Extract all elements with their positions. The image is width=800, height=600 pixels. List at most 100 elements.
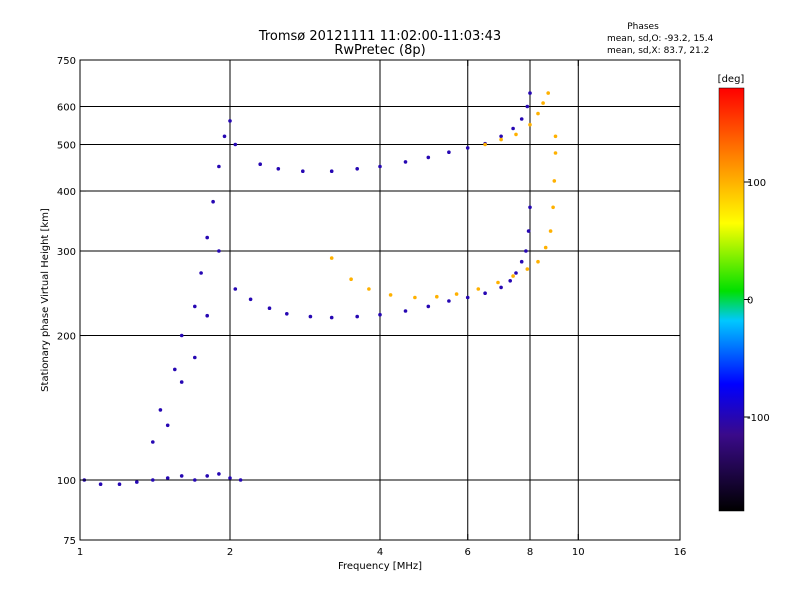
data-point: [205, 313, 209, 318]
data-point: [426, 155, 431, 160]
data-point: [199, 271, 203, 275]
colorbar-tick-label: -100: [747, 413, 770, 424]
data-point: [205, 474, 209, 478]
data-point: [454, 292, 459, 296]
x-tick-label: 10: [572, 547, 585, 558]
data-point: [524, 249, 528, 253]
data-point: [511, 126, 515, 131]
data-point: [514, 132, 518, 137]
data-point: [349, 277, 353, 282]
data-point: [525, 267, 530, 271]
data-point: [536, 111, 540, 116]
data-point: [217, 249, 221, 253]
data-point: [228, 476, 232, 480]
data-point: [117, 482, 122, 487]
y-axis-label: Stationary phase Virtual Height [km]: [40, 208, 51, 392]
data-point: [248, 297, 253, 302]
data-point: [165, 423, 170, 428]
data-point: [135, 480, 139, 484]
data-point: [528, 205, 532, 210]
data-point: [228, 119, 232, 123]
data-point: [173, 367, 177, 372]
data-point: [528, 122, 532, 127]
data-point: [308, 314, 313, 319]
data-point: [499, 134, 503, 139]
data-point: [238, 478, 243, 482]
data-point: [508, 279, 512, 283]
data-point: [413, 295, 417, 300]
grid: [80, 60, 680, 540]
x-tick-label: 1: [77, 547, 83, 558]
data-point: [193, 478, 197, 482]
data-point: [267, 306, 272, 311]
data-point: [165, 476, 170, 480]
data-point: [519, 259, 524, 264]
data-point: [378, 164, 382, 169]
data-point: [233, 142, 238, 147]
colorbar-ticks: 100 0 -100: [744, 178, 770, 424]
data-point: [403, 309, 408, 313]
colorbar-tick-label: 100: [747, 178, 766, 189]
y-tick-label: 500: [57, 141, 76, 152]
data-point: [511, 274, 515, 278]
data-point: [476, 287, 481, 291]
y-tick-label: 300: [57, 247, 76, 258]
data-point: [546, 91, 550, 95]
data-point: [285, 312, 289, 316]
data-point: [465, 295, 470, 300]
data-point: [179, 333, 184, 338]
y-tick-label: 600: [57, 103, 76, 114]
data-point: [435, 294, 439, 299]
data-point: [514, 271, 518, 275]
data-point: [378, 312, 382, 317]
data-point: [447, 150, 451, 154]
data-point: [543, 245, 548, 250]
y-tick-label: 75: [63, 536, 76, 547]
y-tick-label: 100: [57, 476, 76, 487]
data-point: [499, 285, 503, 290]
y-tick-label: 400: [57, 187, 76, 198]
data-point: [519, 117, 524, 121]
data-point: [151, 478, 155, 482]
data-point: [329, 169, 334, 173]
data-point: [526, 229, 531, 233]
colorbar-tick-label: 0: [747, 296, 753, 307]
data-point: [426, 304, 431, 309]
data-point: [483, 291, 487, 296]
chart-title: Tromsø 20121111 11:02:00-11:03:43: [258, 29, 501, 44]
data-point: [211, 199, 215, 204]
data-points: [82, 91, 558, 487]
phase-stats-x: mean, sd,X: 83.7, 21.2: [607, 46, 709, 56]
data-point: [536, 259, 540, 264]
colorbar-label: [deg]: [718, 74, 745, 85]
data-point: [528, 91, 532, 95]
data-point: [552, 179, 557, 183]
data-point: [355, 167, 360, 171]
data-point: [329, 315, 334, 320]
data-point: [158, 408, 163, 412]
y-tick-label: 200: [57, 332, 76, 343]
data-point: [553, 151, 558, 155]
data-point: [151, 440, 155, 444]
data-point: [179, 474, 184, 478]
data-point: [193, 304, 197, 309]
data-point: [367, 287, 371, 291]
x-tick-label: 16: [674, 547, 687, 558]
y-tick-label: 750: [57, 56, 76, 67]
data-point: [465, 146, 470, 150]
x-axis: 1 2 4 6 8 10 16: [77, 60, 687, 558]
data-point: [217, 472, 221, 476]
data-point: [205, 235, 209, 240]
x-tick-label: 6: [465, 547, 471, 558]
data-point: [388, 293, 393, 297]
colorbar: [718, 87, 745, 512]
data-point: [541, 101, 545, 105]
data-point: [217, 164, 221, 169]
data-point: [483, 142, 487, 147]
data-point: [496, 280, 500, 285]
chart-subtitle: RwPretec (8p): [334, 43, 425, 58]
data-point: [98, 482, 103, 487]
data-point: [548, 229, 553, 233]
x-tick-label: 2: [227, 547, 233, 558]
